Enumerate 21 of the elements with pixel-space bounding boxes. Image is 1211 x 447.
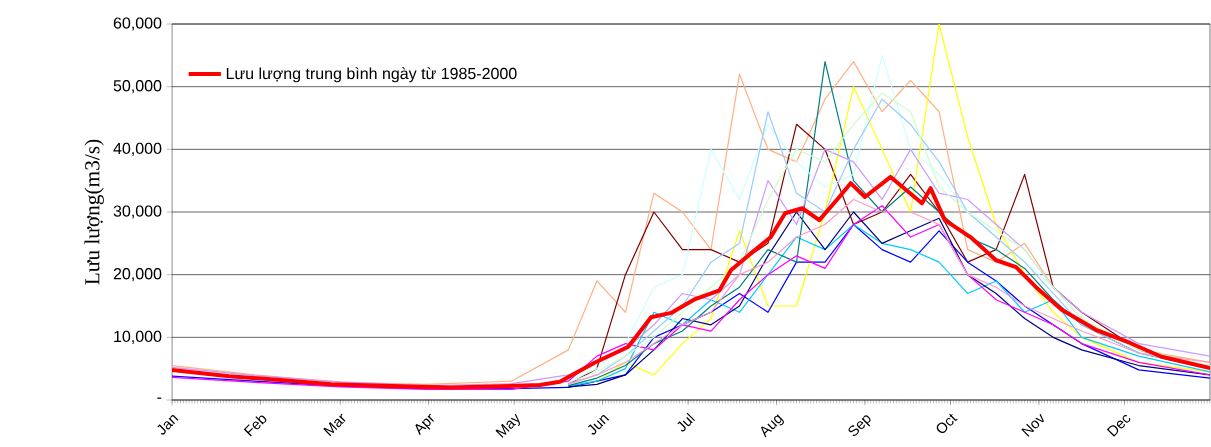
x-tick-label: Feb [243, 415, 267, 437]
y-tick-label: 50,000 [113, 79, 162, 94]
x-tick-label: Nov [1021, 413, 1044, 437]
y-tick-label: 10,000 [114, 330, 162, 344]
x-tick-label: Aug [761, 414, 784, 438]
x-tick-label: Dec [1106, 414, 1131, 437]
y-tick-label: 20,000 [113, 267, 162, 282]
y-tick-label: - [157, 397, 162, 399]
x-tick-label: Mar [323, 413, 346, 437]
x-tick-label: Oct [936, 413, 958, 433]
y-tick-label: 40,000 [113, 142, 162, 156]
x-tick-label: Apr [415, 413, 434, 436]
y-tick-label: 60,000 [113, 17, 162, 31]
x-tick-label: Sep [848, 415, 871, 436]
legend-label: Lưu lượng trung bình ngày từ 1985-2000 [226, 67, 517, 83]
y-axis-title: Lưu lượng(m3/s) [84, 139, 104, 285]
y-tick-label: 30,000 [113, 205, 162, 219]
x-tick-label: Jan [157, 415, 179, 435]
x-tick-label: Jun [587, 415, 610, 435]
x-tick-label: Jul [677, 412, 695, 432]
x-tick-label: May [495, 413, 520, 438]
